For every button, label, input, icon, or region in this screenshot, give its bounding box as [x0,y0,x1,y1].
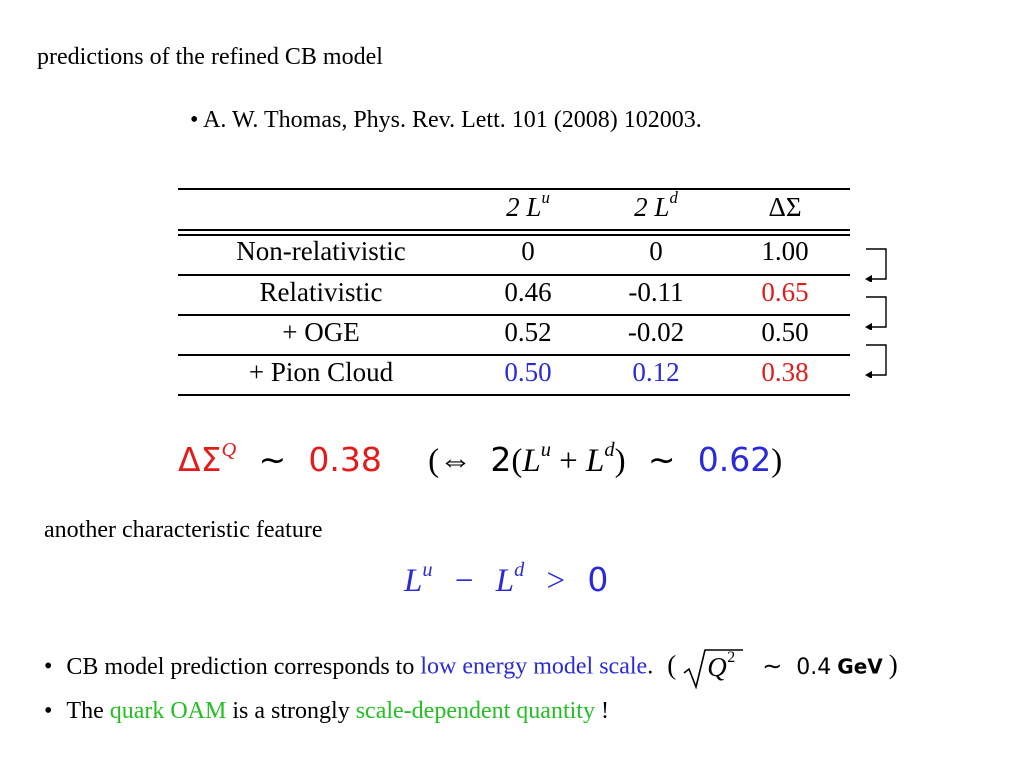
row-rule [178,354,850,356]
row-value-2lu: 0.46 [504,277,552,307]
scale-unit: GeV [837,654,883,679]
row-label: + OGE [282,317,360,347]
header-delta-sigma: ΔΣ [768,192,802,222]
row-label: + Pion Cloud [248,357,394,387]
eq2-L: L [495,563,515,599]
eq-sim: ∼ [647,443,676,479]
bullet-highlight: low energy model scale [420,653,648,680]
header-2ld: 2 Ld [634,188,678,222]
table-top-rule [178,188,850,190]
row-value-2ld: 0 [649,236,663,266]
row-value-delta-sigma: 0.65 [761,277,809,307]
row-value-2lu: 0 [521,236,535,266]
row-rule [178,314,850,316]
table-header-rule-2 [178,234,850,236]
row-value-delta-sigma: 0.50 [761,317,809,347]
eq2-gt: > [546,563,566,599]
eq-value2: 0.62 [697,440,772,479]
bullet-highlight: quark OAM [109,698,227,724]
scale-value: 0.4 [796,654,832,680]
slide-title: predictions of the refined CB model [37,44,383,70]
eq-L: L [586,443,605,479]
return-arrow-icon [865,248,887,282]
row-value-2ld: -0.02 [627,317,685,347]
row-value-2ld: -0.11 [628,277,684,307]
eq2-L: L [404,563,423,599]
eq-paren-close: ) [614,443,626,479]
reference-citation: • A. W. Thomas, Phys. Rev. Lett. 101 (20… [190,107,702,133]
bullet-text: ! [594,698,609,724]
eq-lhs: ΔΣ [178,440,222,479]
eq-sim: ∼ [258,443,287,479]
eq-L: L [522,443,541,479]
row-value-delta-sigma: 0.38 [761,357,809,387]
bullet-text: The [66,698,110,724]
row-rule [178,274,850,276]
bullet-scale-dependence: • The quark OAM is a strongly scale-depe… [44,698,609,725]
delta-sigma-equation: ΔΣQ ∼ 0.38 (⇔ 2(Lu + Ld) ∼ 0.62) [178,438,783,480]
sqrt-sup2: 2 [727,649,736,666]
bullet-text: is a strongly [226,698,356,724]
row-label: Relativistic [259,277,383,307]
sqrt-icon [683,649,744,690]
eq-open: ( [428,443,440,479]
bullet-model-scale: • CB model prediction corresponds to low… [44,647,898,690]
feature-caption: another characteristic feature [44,517,323,543]
eq-close: ) [771,443,783,479]
bullet-text: CB model prediction corresponds to [66,653,421,680]
scale-paren-open: ( [667,649,677,680]
scale-sim: ∼ [762,653,783,680]
eq2-sup-d: d [514,558,525,581]
eq-plus: + [559,443,578,479]
oam-difference-equation: Lu − Ld > 0 [404,558,609,600]
return-arrow-icon [865,344,887,378]
eq-paren-open: ( [511,443,523,479]
eq-two: 2 [490,440,512,479]
bullet-dot: • [44,698,53,724]
eq2-sup-u: u [422,558,433,581]
eq-lhs-sup: Q [221,438,237,461]
return-arrow-icon [865,296,887,330]
bullet-text: . [647,653,654,680]
header-2lu: 2 Lu [506,188,550,222]
table-bottom-rule [178,394,850,396]
row-label: Non-relativistic [236,236,406,266]
scale-paren-close: ) [888,649,898,680]
results-table: 2 Lu 2 Ld ΔΣ Non-relativistic 0 0 1.00 R… [178,188,850,398]
bullet-highlight: scale-dependent quantity [355,698,595,724]
eq-iff: ⇔ [439,443,473,479]
eq-value: 0.38 [308,440,382,479]
eq-sup-u: u [540,438,551,461]
eq-sup-d: d [604,438,615,461]
eq2-minus: − [454,563,474,599]
row-value-delta-sigma: 1.00 [761,236,809,266]
row-value-2lu: 0.50 [504,357,552,387]
row-value-2lu: 0.52 [504,317,552,347]
row-value-2ld: 0.12 [632,357,680,387]
bullet-dot: • [44,653,53,680]
eq2-zero: 0 [587,560,609,599]
table-header-rule-1 [178,229,850,231]
sqrt-q: Q [707,652,727,682]
